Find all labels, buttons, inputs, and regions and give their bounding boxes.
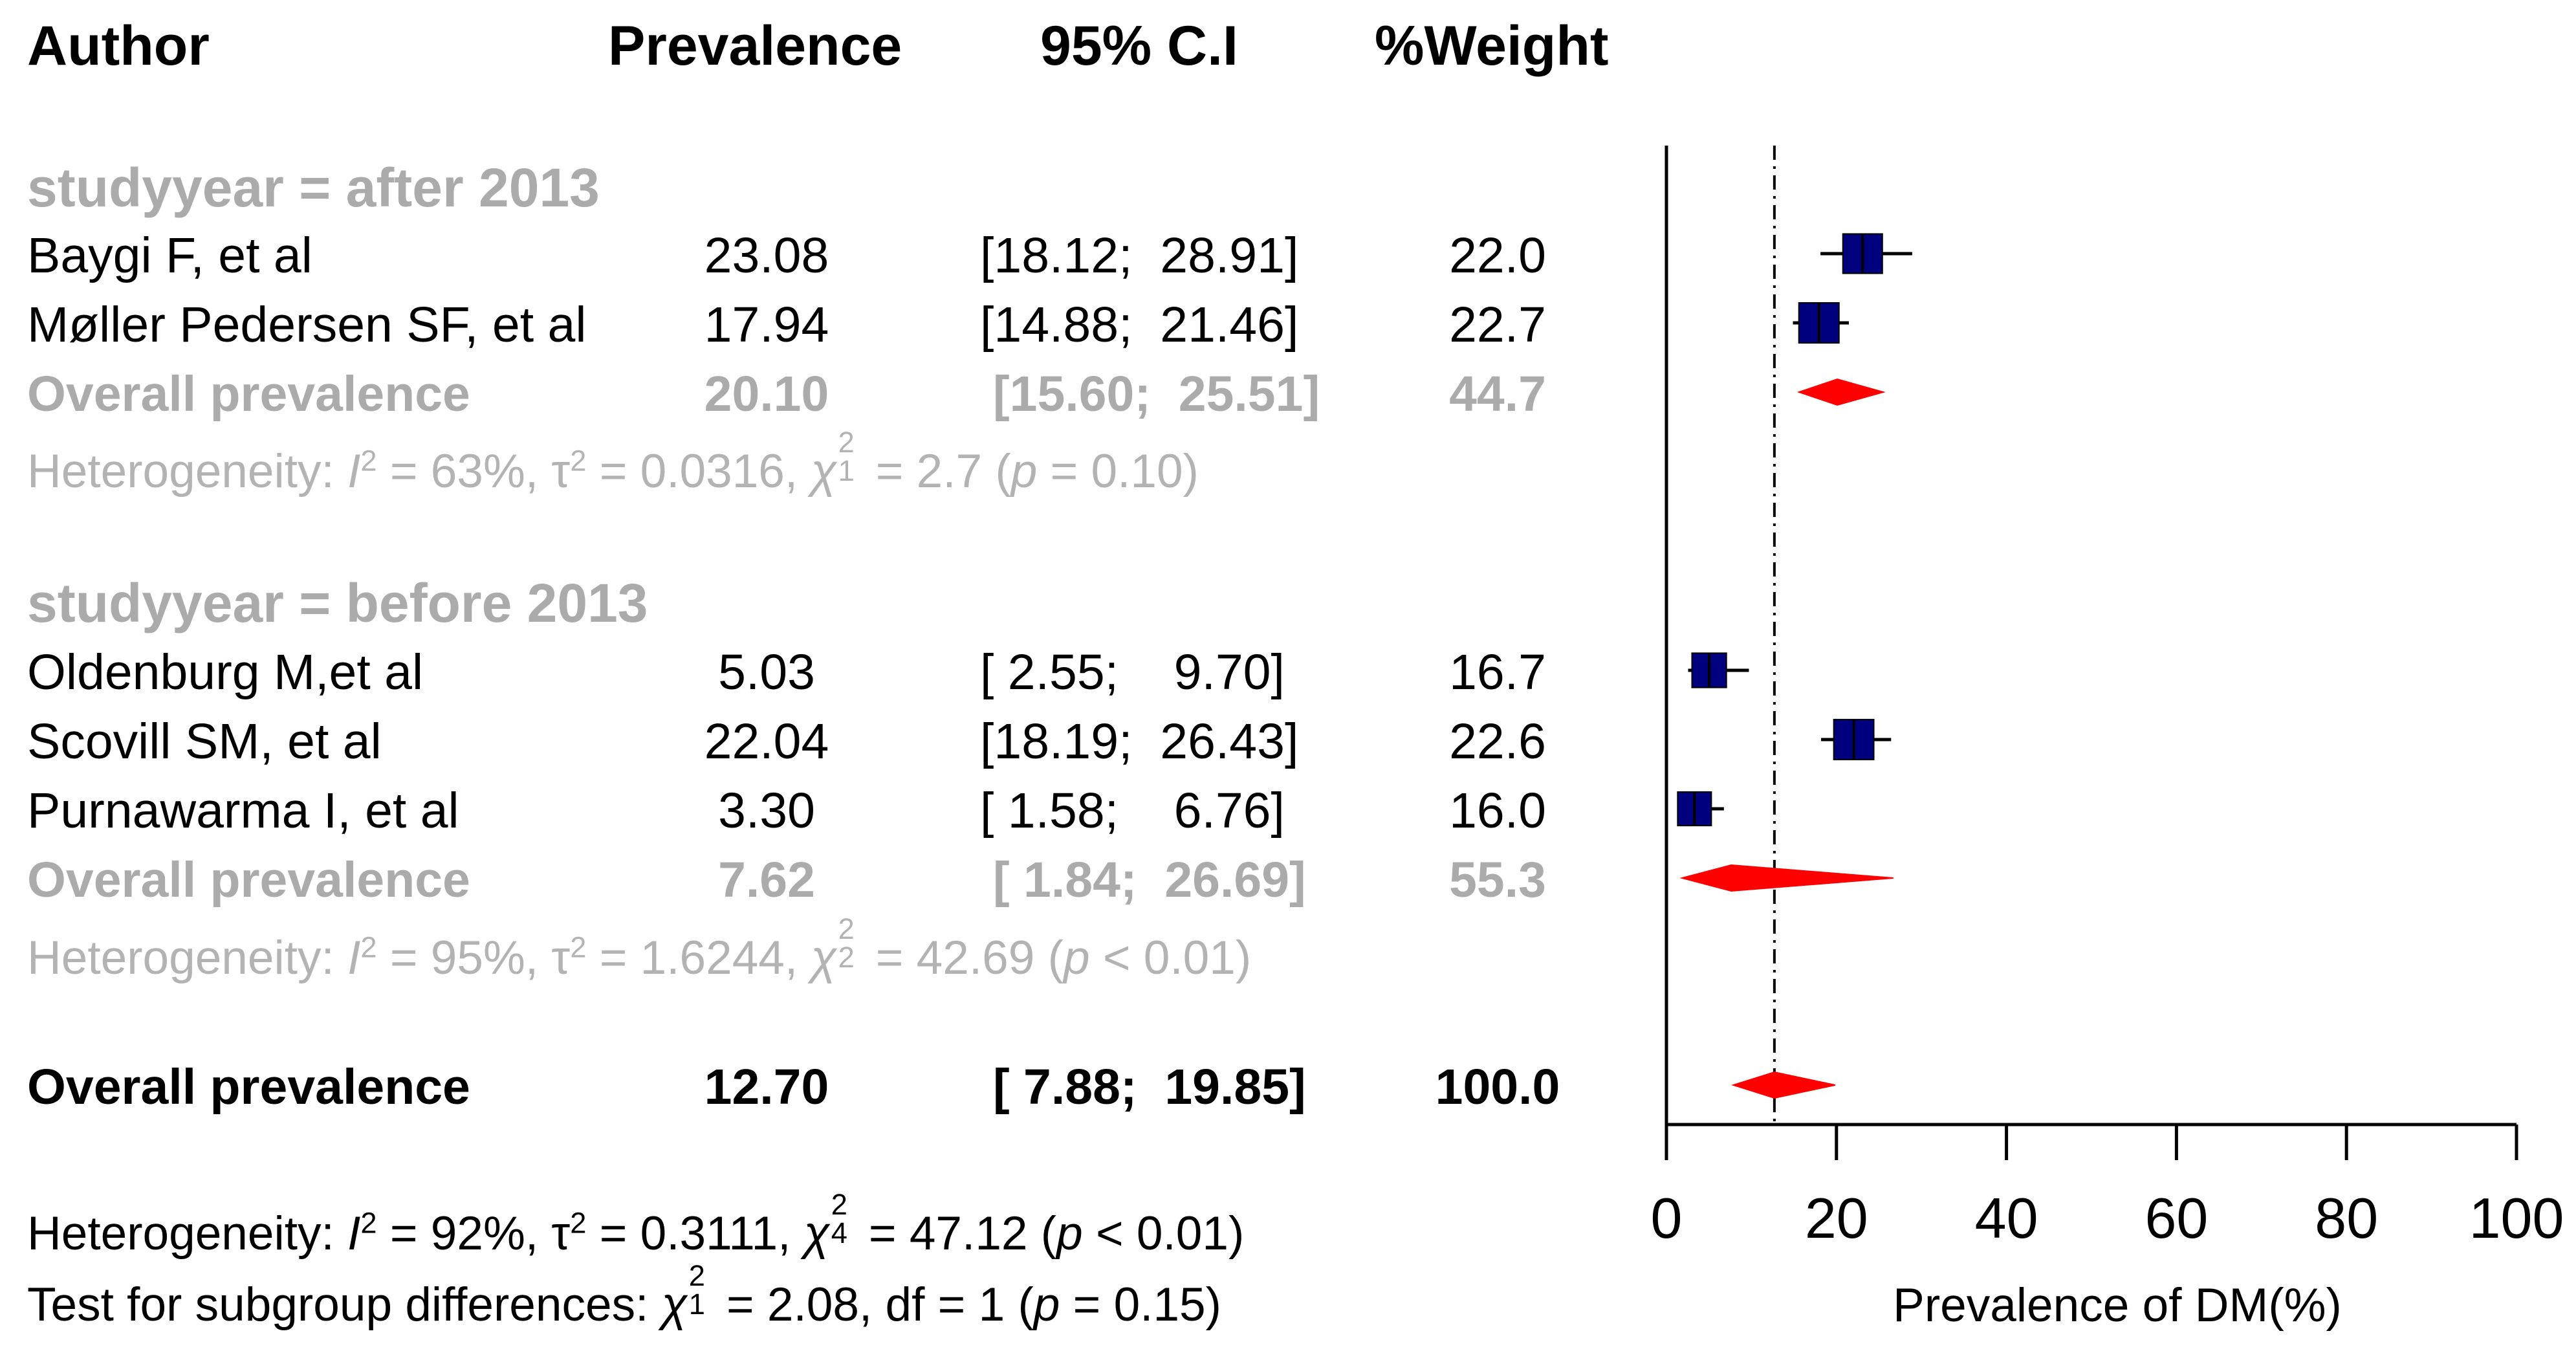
header-ci: 95% C.I — [1040, 15, 1238, 77]
study-author: Scovill SM, et al — [27, 714, 382, 769]
overall-prevalence: 12.70 — [704, 1059, 829, 1115]
subgroup-overall-prevalence: 7.62 — [718, 852, 815, 908]
subgroup-overall-label: Overall prevalence — [27, 852, 470, 908]
x-tick-label: 20 — [1805, 1186, 1868, 1250]
overall-weight: 100.0 — [1435, 1059, 1560, 1115]
study-author: Purnawarma I, et al — [27, 783, 459, 839]
overall-diamond — [1731, 1071, 1836, 1099]
subgroup-diamond — [1679, 864, 1894, 892]
subgroup-overall-ci: [ 1.84; 26.69] — [993, 852, 1306, 908]
header-author: Author — [27, 15, 210, 77]
x-tick-label: 100 — [2469, 1186, 2564, 1250]
x-tick-label: 80 — [2315, 1186, 2378, 1250]
study-author: Oldenburg M,et al — [27, 644, 424, 700]
study-ci: [18.19; 26.43] — [980, 714, 1299, 769]
x-tick-label: 0 — [1651, 1186, 1683, 1250]
subgroup-overall-weight: 55.3 — [1449, 852, 1546, 908]
study-prevalence: 17.94 — [704, 297, 829, 353]
subgroup-diamond — [1796, 378, 1886, 406]
x-tick-label: 40 — [1975, 1186, 2038, 1250]
study-ci: [18.12; 28.91] — [980, 228, 1299, 283]
x-tick-label: 60 — [2145, 1186, 2208, 1250]
study-prevalence: 5.03 — [718, 644, 815, 700]
study-weight: 22.6 — [1449, 714, 1546, 769]
subgroup-overall-ci: [15.60; 25.51] — [993, 366, 1320, 422]
overall-ci: [ 7.88; 19.85] — [993, 1059, 1306, 1115]
header-weight: %Weight — [1375, 15, 1609, 77]
study-weight: 16.7 — [1449, 644, 1546, 700]
header-prevalence: Prevalence — [608, 15, 902, 77]
study-ci: [14.88; 21.46] — [980, 297, 1299, 353]
x-axis-title: Prevalence of DM(%) — [1893, 1279, 2342, 1332]
study-ci: [ 2.55; 9.70] — [980, 644, 1285, 700]
overall-label: Overall prevalence — [27, 1059, 470, 1115]
group-label-before-2013: studyyear = before 2013 — [27, 573, 648, 633]
study-prevalence: 3.30 — [718, 783, 815, 839]
study-weight: 22.7 — [1449, 297, 1546, 353]
group-label-after-2013: studyyear = after 2013 — [27, 157, 600, 218]
study-weight: 16.0 — [1449, 783, 1546, 839]
subgroup-overall-label: Overall prevalence — [27, 366, 470, 422]
study-weight: 22.0 — [1449, 228, 1546, 283]
subgroup-overall-prevalence: 20.10 — [704, 366, 829, 422]
study-author: Baygi F, et al — [27, 228, 312, 283]
study-author: Møller Pedersen SF, et al — [27, 297, 587, 353]
study-ci: [ 1.58; 6.76] — [980, 783, 1285, 839]
subgroup-overall-weight: 44.7 — [1449, 366, 1546, 422]
study-prevalence: 22.04 — [704, 714, 829, 769]
study-prevalence: 23.08 — [704, 228, 829, 283]
